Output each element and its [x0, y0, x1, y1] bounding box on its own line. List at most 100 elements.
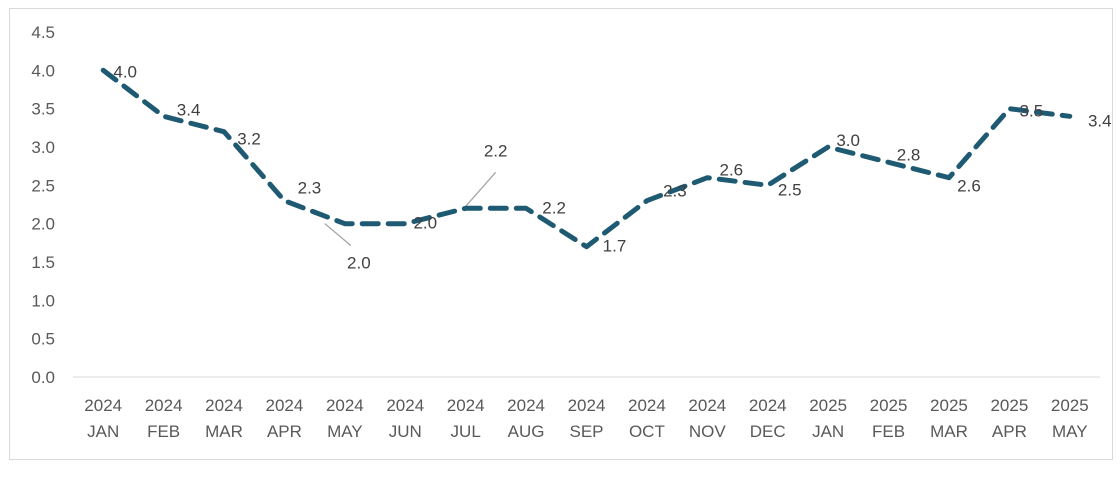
- x-tick-label: 2024 OCT: [628, 396, 666, 441]
- x-tick-year: 2025: [809, 396, 847, 415]
- x-tick-month: APR: [992, 422, 1027, 441]
- data-label: 1.7: [603, 237, 627, 256]
- x-tick-label: 2024 NOV: [688, 396, 726, 441]
- y-tick-label: 0.5: [31, 330, 55, 349]
- x-tick-label: 2025 JAN: [809, 396, 847, 441]
- data-label: 2.2: [484, 141, 508, 160]
- x-tick-month: JUL: [451, 422, 481, 441]
- x-tick-year: 2024: [749, 396, 787, 415]
- data-point: [886, 160, 891, 165]
- data-point: [705, 175, 710, 180]
- data-label: 3.2: [237, 130, 261, 149]
- x-tick-month: SEP: [569, 422, 603, 441]
- data-label: 2.6: [957, 177, 981, 196]
- label-leader-lines: [324, 171, 497, 247]
- x-tick-year: 2024: [688, 396, 726, 415]
- series-line: [100, 67, 1073, 250]
- data-label: 3.5: [1020, 102, 1044, 121]
- data-label: 2.6: [720, 161, 744, 180]
- y-tick-label: 4.5: [31, 23, 55, 42]
- x-tick-label: 2024 FEB: [145, 396, 183, 441]
- x-tick-label: 2024 JUL: [447, 396, 485, 441]
- data-point: [644, 198, 649, 203]
- data-label: 2.5: [778, 180, 802, 199]
- y-axis-ticks: 0.0 0.5 1.0 1.5 2.0 2.5 3.0 3.5 4.0 4.5: [31, 23, 55, 387]
- data-label: 4.0: [113, 62, 137, 81]
- y-tick-label: 0.0: [31, 368, 55, 387]
- data-point: [222, 129, 227, 134]
- x-tick-year: 2024: [507, 396, 545, 415]
- x-tick-year: 2024: [326, 396, 364, 415]
- x-tick-year: 2025: [930, 396, 968, 415]
- x-tick-month: APR: [267, 422, 302, 441]
- data-point: [1007, 106, 1012, 111]
- data-label: 2.3: [298, 179, 322, 198]
- data-point: [403, 221, 408, 226]
- x-tick-month: FEB: [147, 422, 180, 441]
- chart-frame: [9, 8, 1113, 460]
- data-point: [584, 244, 589, 249]
- x-tick-month: OCT: [629, 422, 665, 441]
- x-tick-month: MAY: [1052, 422, 1088, 441]
- y-tick-label: 1.0: [31, 291, 55, 310]
- y-tick-label: 2.5: [31, 176, 55, 195]
- x-tick-month: JAN: [812, 422, 844, 441]
- series-line-group: [100, 67, 1073, 250]
- data-label: 3.4: [177, 100, 201, 119]
- label-leader-line: [465, 171, 497, 207]
- data-label: 2.0: [413, 214, 437, 233]
- y-tick-label: 2.0: [31, 215, 55, 234]
- x-axis-ticks: 2024 JAN 2024 FEB 2024 MAR 2024 APR 2024 MAY 2024 J…: [84, 396, 1088, 441]
- x-tick-month: MAR: [205, 422, 243, 441]
- y-tick-label: 3.0: [31, 138, 55, 157]
- data-point: [1067, 114, 1072, 119]
- data-point: [463, 206, 468, 211]
- x-tick-label: 2024 JUN: [386, 396, 424, 441]
- data-label: 3.0: [836, 131, 860, 150]
- x-tick-label: 2024 SEP: [568, 396, 606, 441]
- x-tick-month: JAN: [87, 422, 119, 441]
- x-tick-label: 2025 MAY: [1051, 396, 1089, 441]
- label-leader-line: [324, 223, 352, 247]
- x-tick-label: 2025 FEB: [870, 396, 908, 441]
- data-point: [765, 183, 770, 188]
- data-label: 2.0: [347, 254, 371, 273]
- x-tick-year: 2024: [568, 396, 606, 415]
- data-label: 2.8: [897, 145, 921, 164]
- x-tick-month: JUN: [389, 422, 422, 441]
- data-point: [524, 206, 529, 211]
- data-point: [342, 221, 347, 226]
- x-tick-label: 2025 APR: [990, 396, 1028, 441]
- data-point: [282, 198, 287, 203]
- x-tick-year: 2024: [386, 396, 424, 415]
- x-tick-month: MAY: [327, 422, 363, 441]
- x-tick-year: 2024: [205, 396, 243, 415]
- x-tick-year: 2025: [1051, 396, 1089, 415]
- x-tick-label: 2024 DEC: [749, 396, 787, 441]
- x-tick-label: 2024 JAN: [84, 396, 122, 441]
- x-tick-month: NOV: [689, 422, 727, 441]
- x-tick-month: MAR: [930, 422, 968, 441]
- data-point: [101, 68, 106, 73]
- y-tick-label: 3.5: [31, 100, 55, 119]
- x-tick-year: 2024: [266, 396, 304, 415]
- data-labels: 4.0 3.4 3.2 2.3 2.0 2.0 2.2 2.2 1.7 2.3 2.6 2.5 3.0 2…: [113, 62, 1111, 272]
- data-point: [946, 175, 951, 180]
- x-tick-label: 2024 APR: [266, 396, 304, 441]
- data-point: [826, 145, 831, 150]
- x-tick-year: 2024: [628, 396, 666, 415]
- y-tick-label: 4.0: [31, 61, 55, 80]
- x-tick-month: FEB: [872, 422, 905, 441]
- x-tick-year: 2025: [990, 396, 1028, 415]
- x-tick-label: 2024 AUG: [507, 396, 545, 441]
- x-tick-year: 2024: [145, 396, 183, 415]
- x-tick-label: 2025 MAR: [930, 396, 968, 441]
- x-tick-label: 2024 MAR: [205, 396, 243, 441]
- x-tick-year: 2025: [870, 396, 908, 415]
- data-label: 3.4: [1088, 111, 1112, 130]
- x-tick-month: AUG: [508, 422, 545, 441]
- x-tick-label: 2024 MAY: [326, 396, 364, 441]
- data-label: 2.2: [542, 198, 566, 217]
- data-label: 2.3: [663, 182, 687, 201]
